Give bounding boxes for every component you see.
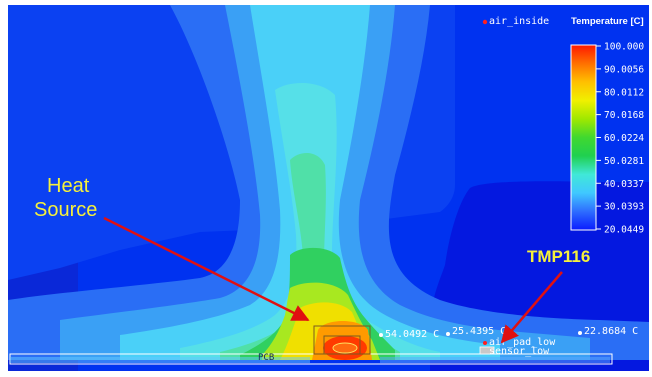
legend-tick-label: 60.0224 [604,133,644,144]
probe-air-pad-label: air_pad_low [489,337,556,348]
probe-t3-label: 22.8684 C [584,326,638,337]
probe-t2-dot [446,332,450,336]
legend-tick-label: 20.0449 [604,225,644,236]
sensor-box [479,346,495,355]
legend-tick-label: 90.0056 [604,64,644,75]
heat-source-callout-line1: Heat [47,175,90,197]
pcb-strip-left [10,357,310,363]
probe-air-inside-label: air_inside [489,16,549,27]
legend-tick-label: 40.0337 [604,179,644,190]
probe-t3-dot [578,331,582,335]
hotspot-core [332,342,358,354]
probe-air-pad-dot [483,341,487,345]
tmp116-arrow [500,271,563,344]
pcb-strip-right [380,357,610,363]
tmp116-callout: TMP116 [527,247,590,266]
legend-tick-label: 80.0112 [604,87,644,98]
heat-source-arrow [103,216,310,322]
probe-air-inside-dot [482,19,488,25]
heat-source-callout-line2: Source [34,199,97,221]
legend-title: Temperature [C] [571,16,644,27]
probe-sensor-label: sensor_low [489,346,550,357]
legend-colorbar [570,44,597,231]
legend-tick-label: 30.0393 [604,202,644,213]
probe-t1-dot [379,333,383,337]
legend-ticks: 100.000 90.0056 80.0112 70.0168 60.0224 50.02… [596,42,644,236]
probe-partial-label: PCB [258,353,274,363]
legend-tick-label: 100.000 [604,42,644,53]
probe-t2-label: 25.4395 C [452,326,506,337]
legend-tick-label: 70.0168 [604,110,644,121]
heat-source-inner [323,335,361,355]
probe-t1-label: 54.0492 C [385,329,439,340]
legend-tick-label: 50.0281 [604,156,644,167]
